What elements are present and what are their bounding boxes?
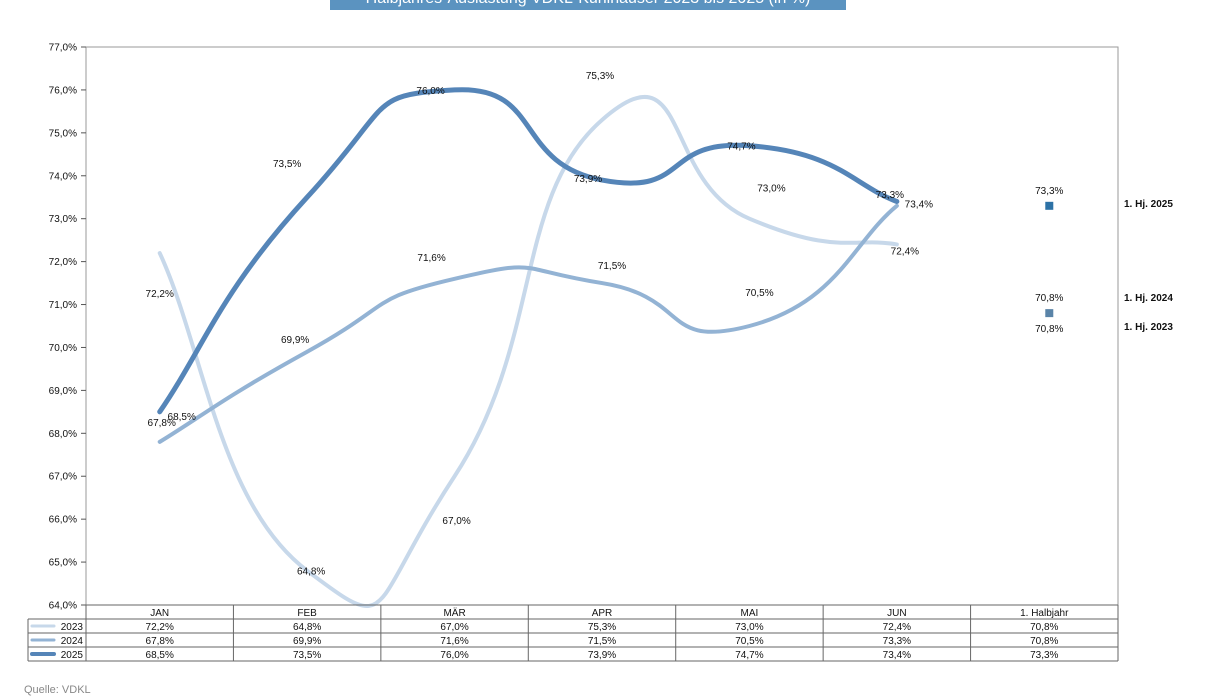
- legend-name-2024: 2024: [61, 636, 84, 647]
- table-header-cell: 1. Halbjahr: [1020, 608, 1069, 619]
- y-tick-label: 76,0%: [49, 85, 77, 96]
- chart-title: Halbjahres-Auslastung VDKL-Kühlhäuser 20…: [330, 0, 846, 10]
- data-label-2023: 64,8%: [297, 567, 325, 578]
- series-line-2025: [157, 87, 900, 415]
- series-line-2024: [157, 203, 899, 444]
- y-tick-label: 70,0%: [49, 343, 77, 354]
- data-table: JAN FEB MÄR APR MAI JUN 1. Halbjahr 2023 72,2% 64…: [27, 604, 1119, 662]
- data-label-2025: 74,7%: [727, 142, 755, 153]
- table-header-cell: MÄR: [443, 607, 465, 619]
- source-note: Quelle: VDKL: [24, 684, 91, 696]
- data-label-2023: 73,0%: [757, 184, 785, 195]
- table-cell: 73,3%: [883, 636, 911, 647]
- y-axis: 64,0% 65,0% 66,0% 67,0% 68,0% 69,0% 70,0% 71,0%…: [49, 43, 86, 612]
- plot-area: [85, 46, 1119, 606]
- table-cell: 68,5%: [146, 650, 174, 661]
- table-cell: 73,3%: [1030, 650, 1058, 661]
- table-cell: 74,7%: [735, 650, 763, 661]
- legend-name-2025: 2025: [61, 650, 84, 661]
- data-label-2025: 73,4%: [905, 200, 933, 211]
- data-label-2023: 72,2%: [146, 289, 174, 300]
- table-cell: 75,3%: [588, 622, 616, 633]
- data-label-2025: 73,5%: [273, 159, 301, 170]
- y-tick-label: 67,0%: [49, 472, 77, 483]
- table-cell: 71,5%: [588, 636, 616, 647]
- data-label-2023: 72,4%: [891, 246, 919, 257]
- table-cell: 70,8%: [1030, 622, 1058, 633]
- y-tick-label: 66,0%: [49, 515, 77, 526]
- table-cell: 76,0%: [440, 650, 468, 661]
- table-cell: 73,9%: [588, 650, 616, 661]
- half-year-marker-2025: [1045, 201, 1054, 210]
- data-label-2024: 71,5%: [598, 261, 626, 272]
- y-tick-label: 75,0%: [49, 128, 77, 139]
- half-year-label-2025: 1. Hj. 2025: [1124, 199, 1173, 210]
- table-header-cell: FEB: [297, 608, 317, 619]
- table-header-cell: JAN: [150, 608, 169, 619]
- plot-frame: [85, 46, 1119, 606]
- data-label-2025: 68,5%: [168, 412, 196, 423]
- y-tick-label: 72,0%: [49, 257, 77, 268]
- y-tick-label: 77,0%: [49, 43, 77, 54]
- half-year-marker-2024: [1045, 309, 1054, 318]
- half-year-label-2023: 1. Hj. 2023: [1124, 322, 1173, 333]
- table-cell: 73,0%: [735, 622, 763, 633]
- data-label-2025: 73,9%: [574, 174, 602, 185]
- data-label-2023: 67,0%: [442, 516, 470, 527]
- data-labels: 72,2% 64,8% 67,0% 75,3% 73,0% 72,4% 67,8% 69,9%…: [146, 71, 934, 578]
- y-tick-label: 71,0%: [49, 300, 77, 311]
- y-tick-label: 65,0%: [49, 558, 77, 569]
- table-cell: 67,8%: [146, 636, 174, 647]
- y-tick-label: 73,0%: [49, 214, 77, 225]
- half-year-label-2024: 1. Hj. 2024: [1124, 293, 1173, 304]
- half-year-value-2024: 70,8%: [1035, 293, 1063, 304]
- table-cell: 72,4%: [883, 622, 911, 633]
- series-lines: [157, 87, 900, 608]
- table-cell: 73,4%: [883, 650, 911, 661]
- half-year-value-2023: 70,8%: [1035, 324, 1063, 335]
- table-header-cell: MAI: [741, 608, 759, 619]
- y-tick-label: 69,0%: [49, 386, 77, 397]
- y-tick-label: 64,0%: [49, 601, 77, 612]
- data-label-2024: 70,5%: [745, 288, 773, 299]
- data-label-2024: 67,8%: [148, 418, 176, 429]
- data-label-2024: 71,6%: [417, 253, 445, 264]
- table-cell: 73,5%: [293, 650, 321, 661]
- table-cell: 71,6%: [440, 636, 468, 647]
- data-label-2024: 69,9%: [281, 335, 309, 346]
- y-tick-label: 74,0%: [49, 171, 77, 182]
- table-cell: 64,8%: [293, 622, 321, 633]
- data-label-2024: 73,3%: [876, 190, 904, 201]
- table-cell: 72,2%: [146, 622, 174, 633]
- table-cell: 70,8%: [1030, 636, 1058, 647]
- half-year-markers: 73,3% 70,8% 70,8% 1. Hj. 2025 1. Hj. 2024 1. …: [1035, 186, 1173, 335]
- table-cell: 69,9%: [293, 636, 321, 647]
- table-cell: 67,0%: [440, 622, 468, 633]
- data-label-2023: 75,3%: [586, 71, 614, 82]
- data-label-2025: 76,0%: [416, 86, 444, 97]
- series-line-2023: [157, 94, 899, 608]
- table-header-cell: JUN: [887, 608, 906, 619]
- table-header-cell: APR: [592, 608, 613, 619]
- legend-name-2023: 2023: [61, 622, 84, 633]
- y-tick-label: 68,0%: [49, 429, 77, 440]
- half-year-value-2025: 73,3%: [1035, 186, 1063, 197]
- table-cell: 70,5%: [735, 636, 763, 647]
